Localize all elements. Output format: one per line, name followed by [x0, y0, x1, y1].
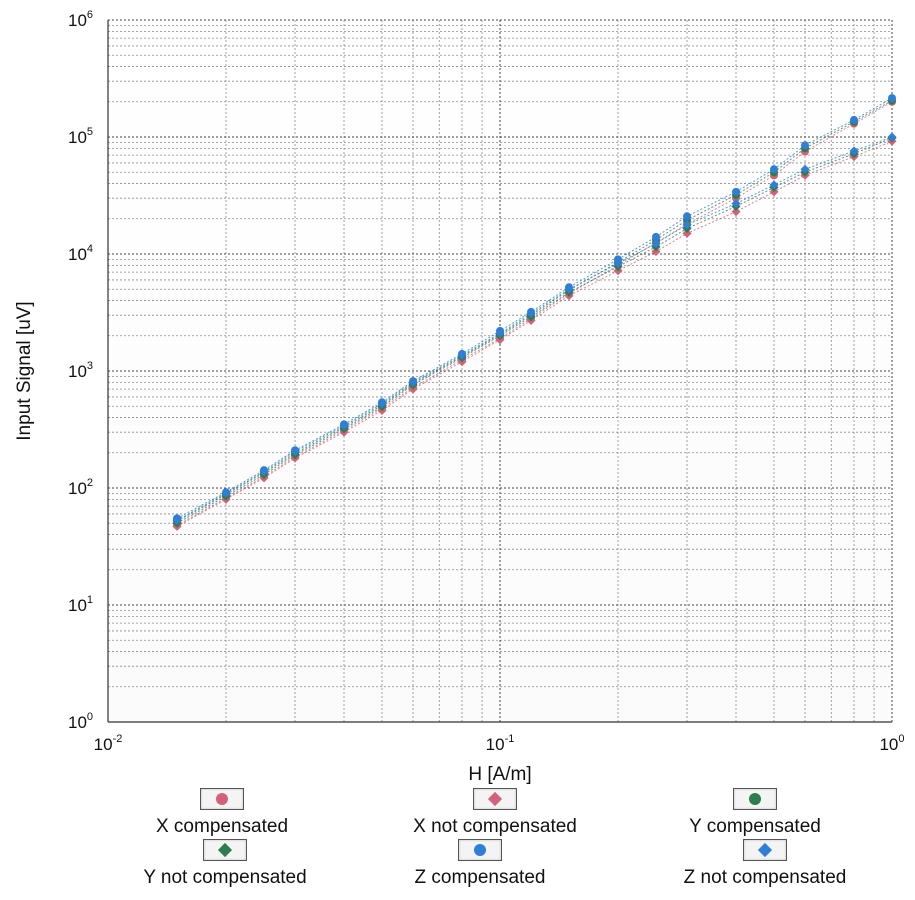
data-point [683, 212, 692, 221]
legend-swatch [743, 839, 787, 861]
legend-label: X not compensated [413, 816, 577, 837]
legend-marker-z-compensated [474, 844, 486, 856]
legend-label: X compensated [155, 816, 289, 837]
x-tick-label: 10-2 [94, 733, 123, 754]
legend-swatch [458, 839, 502, 861]
legend-item-y-compensated: Y compensated [625, 788, 885, 838]
legend-item-z-not-compensated: Z not compensated [635, 839, 895, 889]
legend-swatch [203, 839, 247, 861]
legend-label: Y compensated [689, 816, 821, 837]
y-tick-label: 100 [68, 711, 93, 732]
x-tick-label: 100 [879, 733, 904, 754]
legend-marker-y-compensated [749, 793, 761, 805]
data-point [888, 94, 896, 103]
data-point [769, 180, 779, 190]
legend-marker-x-not-compensated [487, 791, 503, 807]
y-axis-label: Input Signal [uV] [14, 301, 35, 440]
legend-swatch [733, 788, 777, 810]
legend-item-y-not-compensated: Y not compensated [95, 839, 355, 889]
legend-marker-z-not-compensated [757, 842, 773, 858]
x-axis-label: H [A/m] [468, 764, 531, 785]
data-point [801, 141, 810, 150]
legend-label: Y not compensated [143, 867, 307, 888]
x-tick-labels: 10-2 10-1 100 [94, 733, 905, 754]
legend-item-x-compensated: X compensated [92, 788, 352, 838]
data-point [221, 488, 231, 498]
legend: X compensated X not compensated Y compen… [95, 788, 915, 898]
plot-area: 10-2 10-1 100 100 101 102 103 104 105 106 H [A/m… [14, 9, 905, 785]
data-point [850, 115, 859, 124]
y-tick-label: 106 [68, 9, 93, 30]
legend-marker-y-not-compensated [217, 842, 233, 858]
legend-marker-x-compensated [216, 793, 228, 805]
y-tick-label: 104 [68, 243, 93, 264]
data-point [651, 232, 660, 241]
data-point [732, 187, 741, 196]
y-tick-label: 101 [68, 594, 93, 615]
legend-label: Z compensated [414, 867, 546, 888]
legend-label: Z not compensated [683, 867, 847, 888]
data-markers [172, 94, 897, 531]
y-tick-labels: 100 101 102 103 104 105 106 [68, 9, 93, 732]
legend-item-z-compensated: Z compensated [350, 839, 610, 889]
legend-swatch [200, 788, 244, 810]
y-tick-label: 105 [68, 126, 93, 147]
y-tick-label: 102 [68, 477, 93, 498]
y-tick-label: 103 [68, 360, 93, 381]
data-point [769, 165, 778, 174]
data-point [172, 515, 182, 525]
x-tick-label: 10-1 [486, 733, 515, 754]
legend-swatch [473, 788, 517, 810]
legend-item-x-not-compensated: X not compensated [365, 788, 625, 838]
